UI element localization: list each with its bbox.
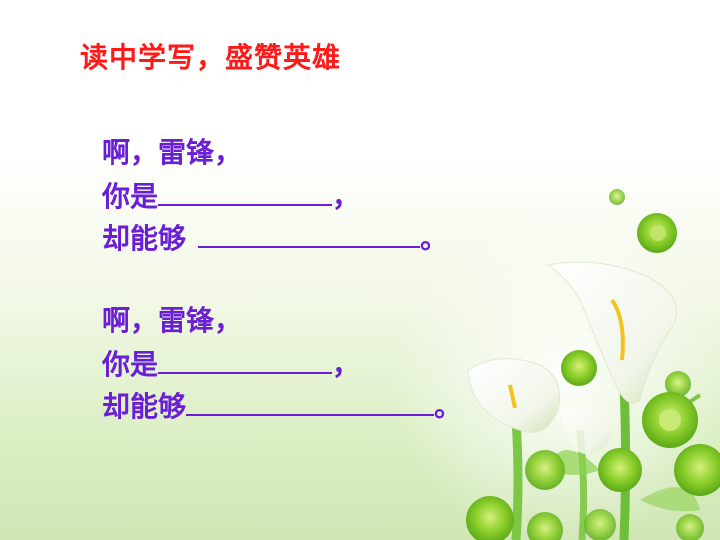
green-chrysanthemums	[466, 189, 720, 540]
stanza-line-2: 你是 ，	[102, 174, 448, 216]
stanza-line-2: 你是 ，	[102, 342, 462, 384]
exclamation-text: 啊，雷锋，	[102, 304, 243, 337]
line-prefix: 你是	[102, 348, 159, 381]
fill-in-blank[interactable]	[198, 216, 421, 248]
exclamation-text: 啊，雷锋，	[102, 136, 243, 169]
stanza-line-1: 啊，雷锋，	[102, 300, 462, 342]
page-title: 读中学写，盛赞英雄	[80, 41, 342, 74]
line-prefix: 却能够	[102, 390, 187, 423]
poem-stanza-2: 啊，雷锋， 你是 ， 却能够 。	[102, 300, 462, 426]
stanza-line-3: 却能够 。	[102, 216, 448, 258]
stanza-line-3: 却能够 。	[102, 384, 462, 426]
poem-stanza-1: 啊，雷锋， 你是 ， 却能够 。	[102, 132, 448, 258]
stanza-line-1: 啊，雷锋，	[102, 132, 448, 174]
fill-in-blank[interactable]	[158, 342, 333, 374]
calla-lily-large	[546, 261, 678, 404]
calla-lily-middle	[467, 358, 560, 433]
line-suffix: 。	[434, 390, 463, 423]
fill-in-blank[interactable]	[158, 174, 333, 206]
line-suffix: ，	[332, 180, 361, 213]
line-suffix: 。	[420, 222, 449, 255]
line-prefix: 你是	[102, 180, 159, 213]
line-suffix: ，	[332, 348, 361, 381]
calla-lily-back	[560, 406, 614, 455]
line-prefix: 却能够	[102, 222, 187, 255]
fill-in-blank[interactable]	[186, 384, 435, 416]
